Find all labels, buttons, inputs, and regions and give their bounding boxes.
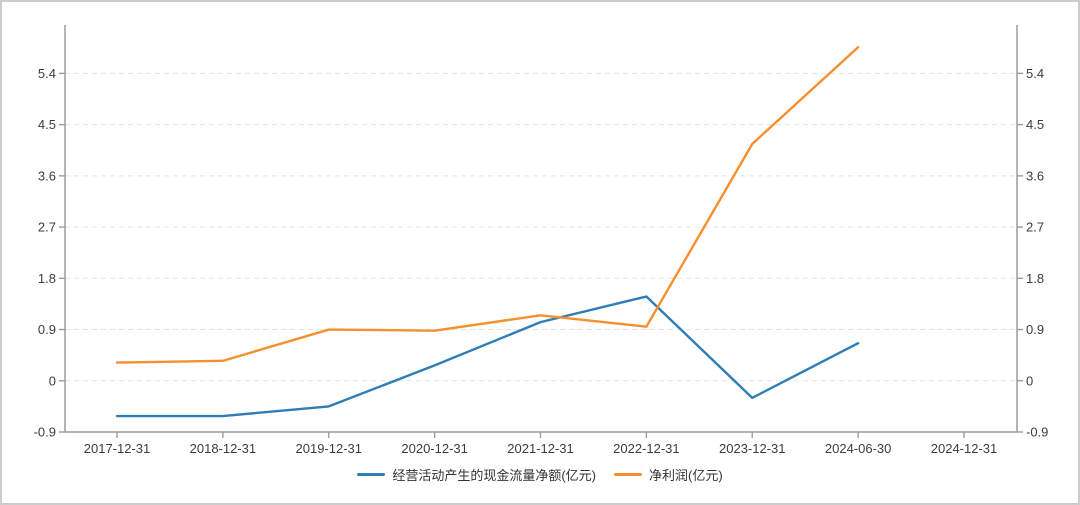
x-axis-label: 2023-12-31: [719, 441, 786, 456]
y-axis-label-left: 2.7: [38, 220, 56, 235]
y-axis-label-right: 1.8: [1026, 271, 1044, 286]
y-axis-label-right: 3.6: [1026, 168, 1044, 183]
y-axis-label-left: -0.9: [34, 425, 56, 440]
x-axis-label: 2021-12-31: [507, 441, 574, 456]
series-line-0[interactable]: [115, 295, 860, 418]
legend-label-net-profit: 净利润(亿元): [649, 468, 723, 483]
y-axis-label-left: 4.5: [38, 117, 56, 132]
y-axis-label-right: 2.7: [1026, 220, 1044, 235]
y-axis-label-right: 0: [1026, 373, 1033, 388]
x-axis-label: 2024-12-31: [931, 441, 998, 456]
legend-item-operating-cashflow[interactable]: 经营活动产生的现金流量净额(亿元): [357, 465, 596, 484]
net-profit-line-swatch: [614, 472, 642, 477]
x-axis-label: 2018-12-31: [190, 441, 257, 456]
y-axis-label-left: 1.8: [38, 271, 56, 286]
x-axis-label: 2019-12-31: [296, 441, 363, 456]
legend-item-net-profit[interactable]: 净利润(亿元): [614, 465, 723, 484]
x-axis-label: 2022-12-31: [613, 441, 680, 456]
y-axis-label-right: 0.9: [1026, 322, 1044, 337]
legend-label-operating-cashflow: 经营活动产生的现金流量净额(亿元): [392, 468, 596, 483]
y-axis-label-right: -0.9: [1026, 425, 1048, 440]
y-axis-label-left: 0.9: [38, 322, 56, 337]
x-axis-label: 2017-12-31: [84, 441, 151, 456]
operating-cashflow-line-swatch: [357, 472, 386, 477]
legend: 经营活动产生的现金流量净额(亿元) 净利润(亿元): [2, 465, 1078, 484]
series-line-1[interactable]: [115, 46, 860, 364]
y-axis-label-left: 3.6: [38, 168, 56, 183]
y-axis-label-right: 4.5: [1026, 117, 1044, 132]
x-axis-label: 2020-12-31: [401, 441, 468, 456]
y-axis-label-left: 0: [49, 373, 56, 388]
x-axis-label: 2024-06-30: [825, 441, 892, 456]
y-axis-label-left: 5.4: [38, 66, 56, 81]
y-axis-label-right: 5.4: [1026, 66, 1044, 81]
